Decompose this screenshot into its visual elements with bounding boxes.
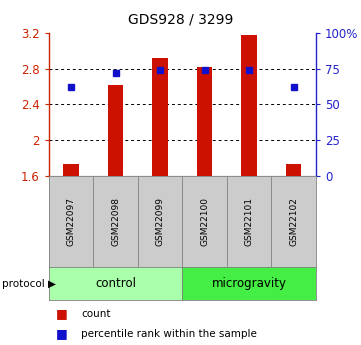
Text: GSM22097: GSM22097 [66,197,75,246]
Bar [286,164,301,176]
Bar [63,164,79,176]
Text: control: control [95,277,136,290]
Text: count: count [81,309,111,318]
Text: microgravity: microgravity [212,277,287,290]
Text: GSM22099: GSM22099 [156,197,165,246]
Text: GSM22102: GSM22102 [289,197,298,246]
Text: protocol ▶: protocol ▶ [2,279,56,289]
Text: percentile rank within the sample: percentile rank within the sample [81,329,257,339]
Bar [152,58,168,176]
Text: GSM22098: GSM22098 [111,197,120,246]
Bar [241,36,257,176]
Bar [108,85,123,176]
Text: GSM22100: GSM22100 [200,197,209,246]
Text: ■: ■ [56,307,68,320]
Bar [197,67,212,176]
Text: GDS928 / 3299: GDS928 / 3299 [128,12,233,26]
Text: GSM22101: GSM22101 [245,197,253,246]
Text: ■: ■ [56,327,68,340]
